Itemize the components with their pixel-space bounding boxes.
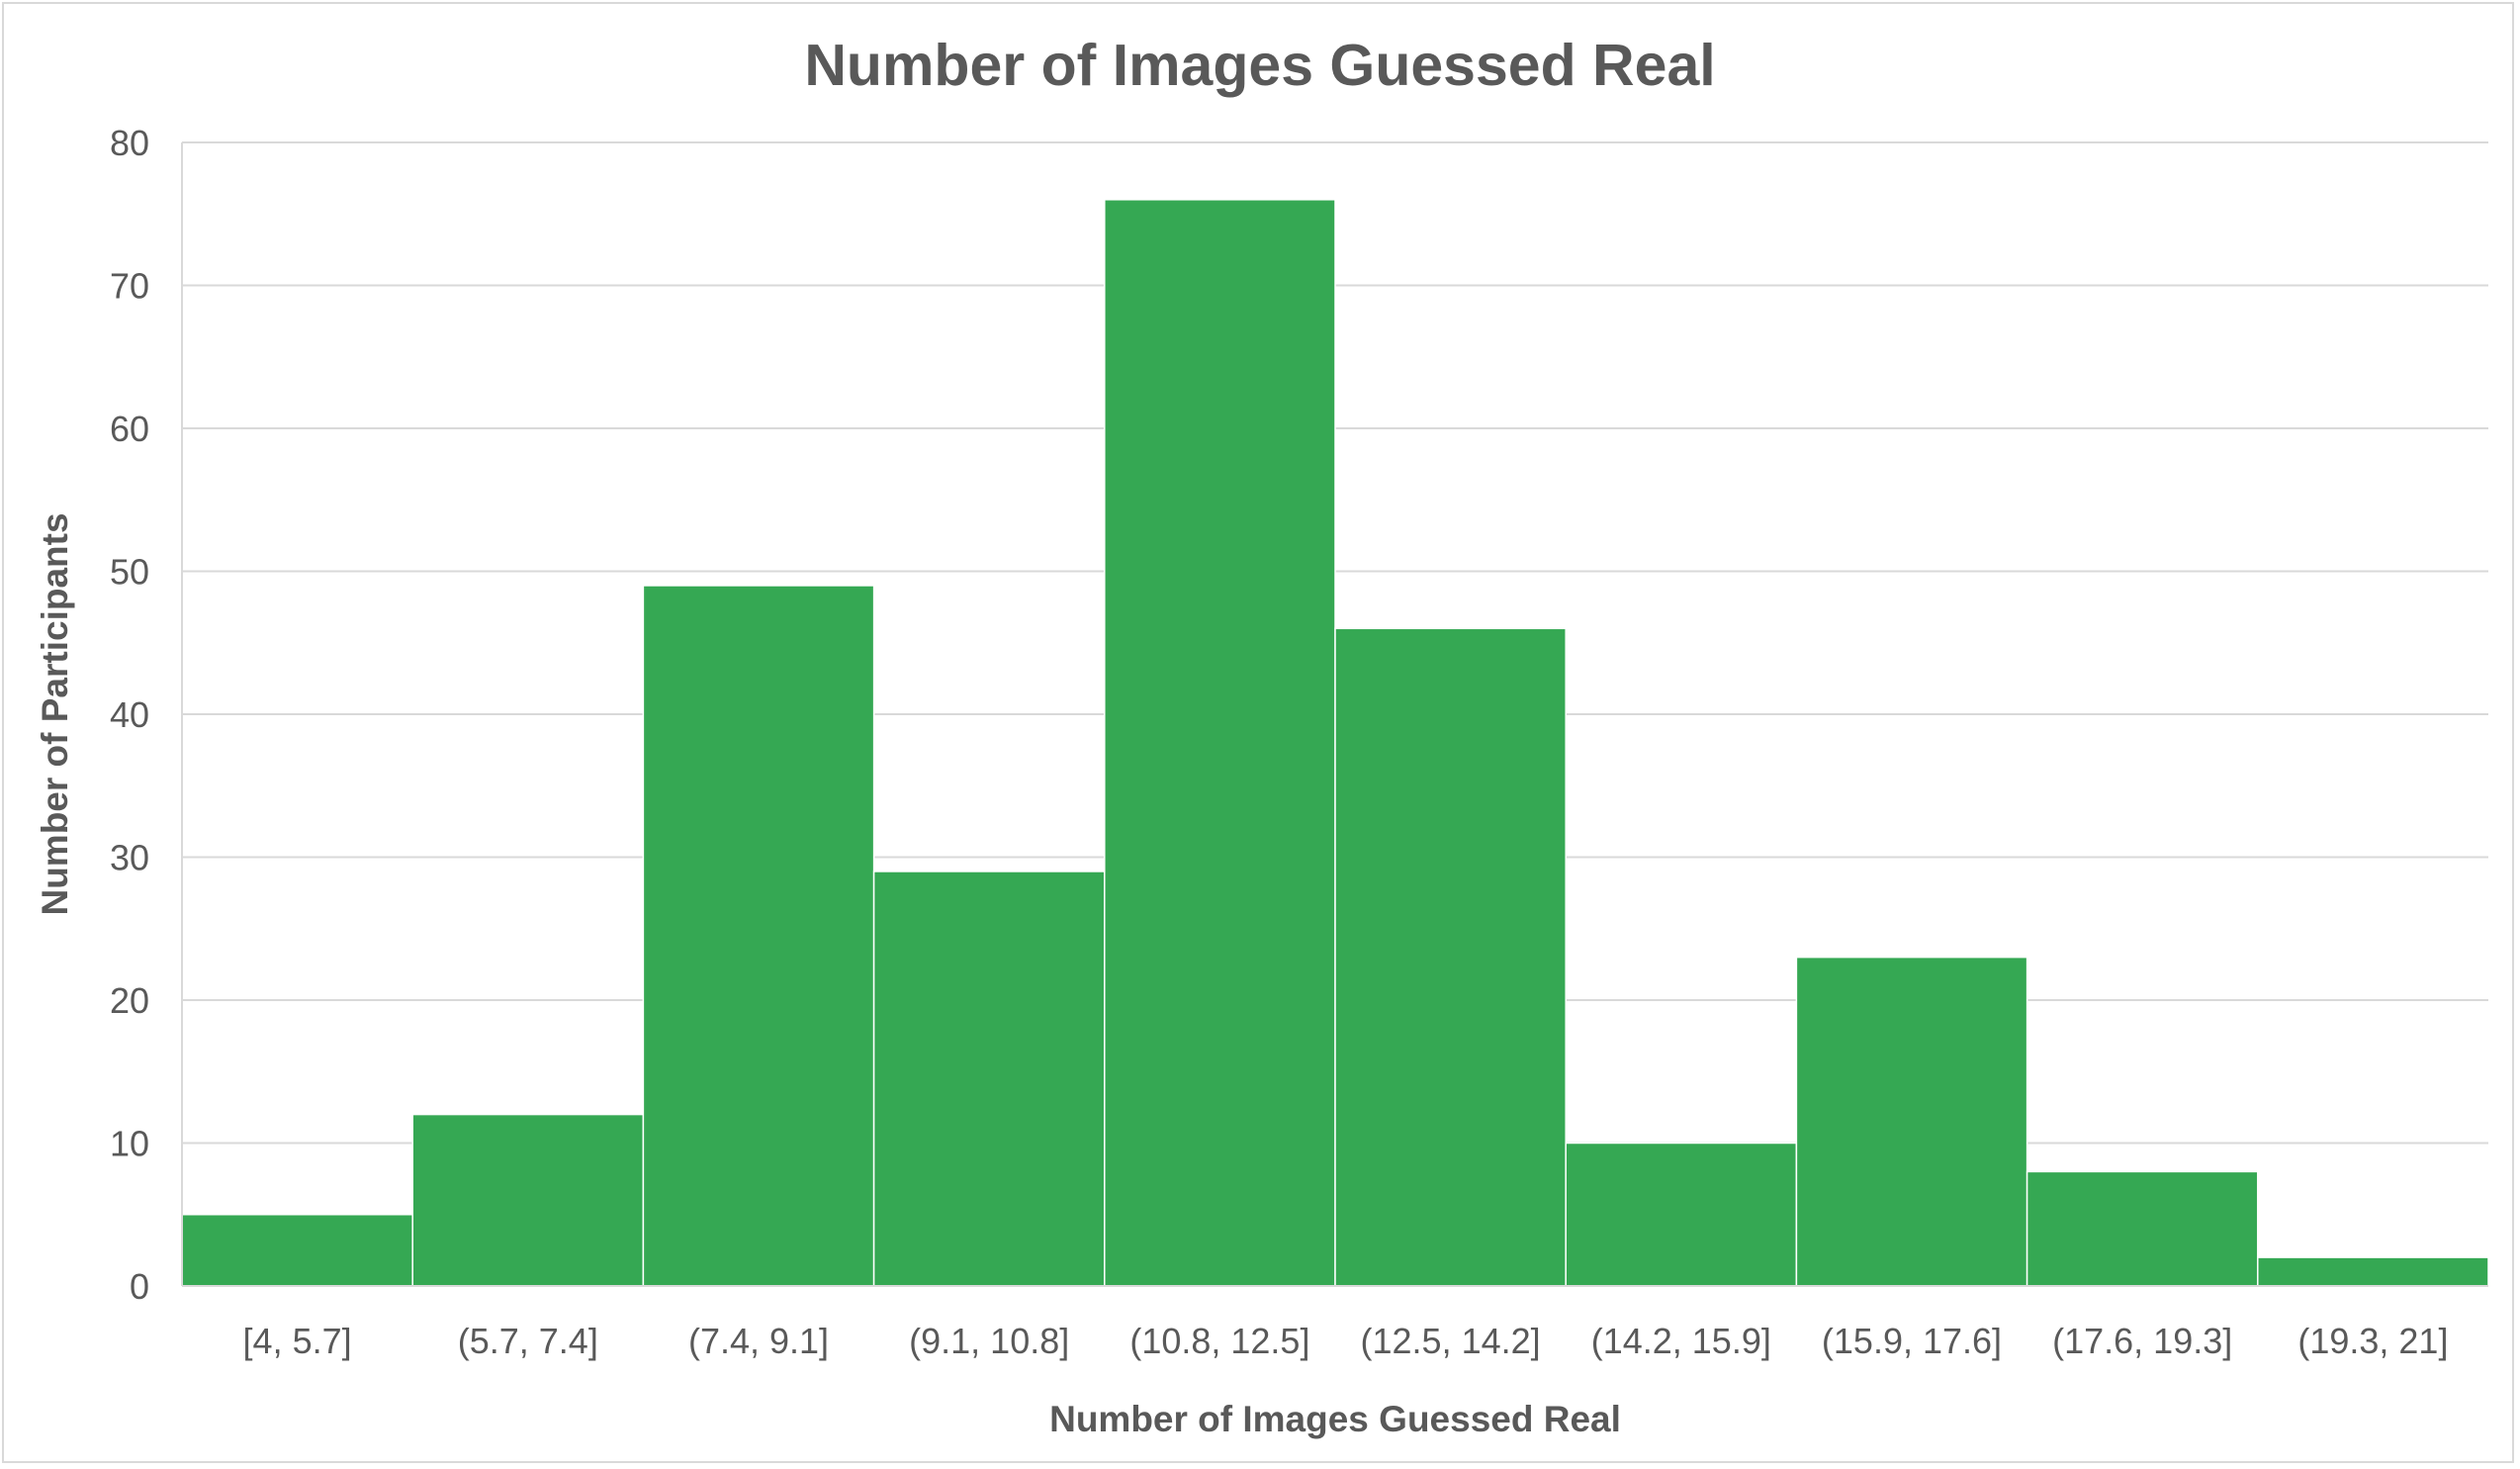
y-tick-label: 0 [130, 1266, 149, 1307]
bar [411, 1113, 645, 1287]
axes [181, 142, 2488, 1287]
x-tick-labels: [4, 5.7] (5.7, 7.4] (7.4, 9.1] (9.1, 10.8] (… [243, 1321, 2449, 1361]
bar [1565, 1142, 1798, 1287]
x-tick-label: (5.7, 7.4] [458, 1321, 598, 1361]
x-tick-label: (12.5, 14.2] [1361, 1321, 1541, 1361]
y-tick-label: 60 [110, 409, 149, 449]
x-tick-label: [4, 5.7] [243, 1321, 352, 1361]
bar [181, 1214, 413, 1287]
y-axis-title: Number of Participants [35, 512, 75, 915]
y-tick-label: 30 [110, 838, 149, 878]
y-tick-labels: 0 10 20 30 40 50 60 70 80 [110, 123, 149, 1307]
bar [872, 871, 1106, 1287]
bar [1334, 627, 1567, 1287]
y-tick-label: 10 [110, 1124, 149, 1164]
x-tick-label: (19.3, 21] [2297, 1321, 2448, 1361]
y-tick-label: 70 [110, 266, 149, 307]
bars [181, 199, 2489, 1287]
bar [2257, 1256, 2489, 1287]
y-tick-label: 80 [110, 123, 149, 163]
chart-title: Number of Images Guessed Real [804, 33, 1715, 98]
x-tick-label: (9.1, 10.8] [909, 1321, 1069, 1361]
y-tick-label: 20 [110, 980, 149, 1021]
bar [2025, 1170, 2259, 1287]
y-tick-label: 40 [110, 694, 149, 735]
x-axis-title: Number of Images Guessed Real [1049, 1399, 1621, 1439]
bar [642, 585, 875, 1287]
x-tick-label: (17.6, 19.3] [2052, 1321, 2232, 1361]
bar [1795, 956, 2028, 1287]
x-tick-label: (14.2, 15.9] [1591, 1321, 1771, 1361]
bar [1104, 199, 1336, 1287]
x-tick-label: (10.8, 12.5] [1129, 1321, 1309, 1361]
x-tick-label: (15.9, 17.6] [1822, 1321, 2002, 1361]
y-tick-label: 50 [110, 552, 149, 593]
x-tick-label: (7.4, 9.1] [688, 1321, 829, 1361]
